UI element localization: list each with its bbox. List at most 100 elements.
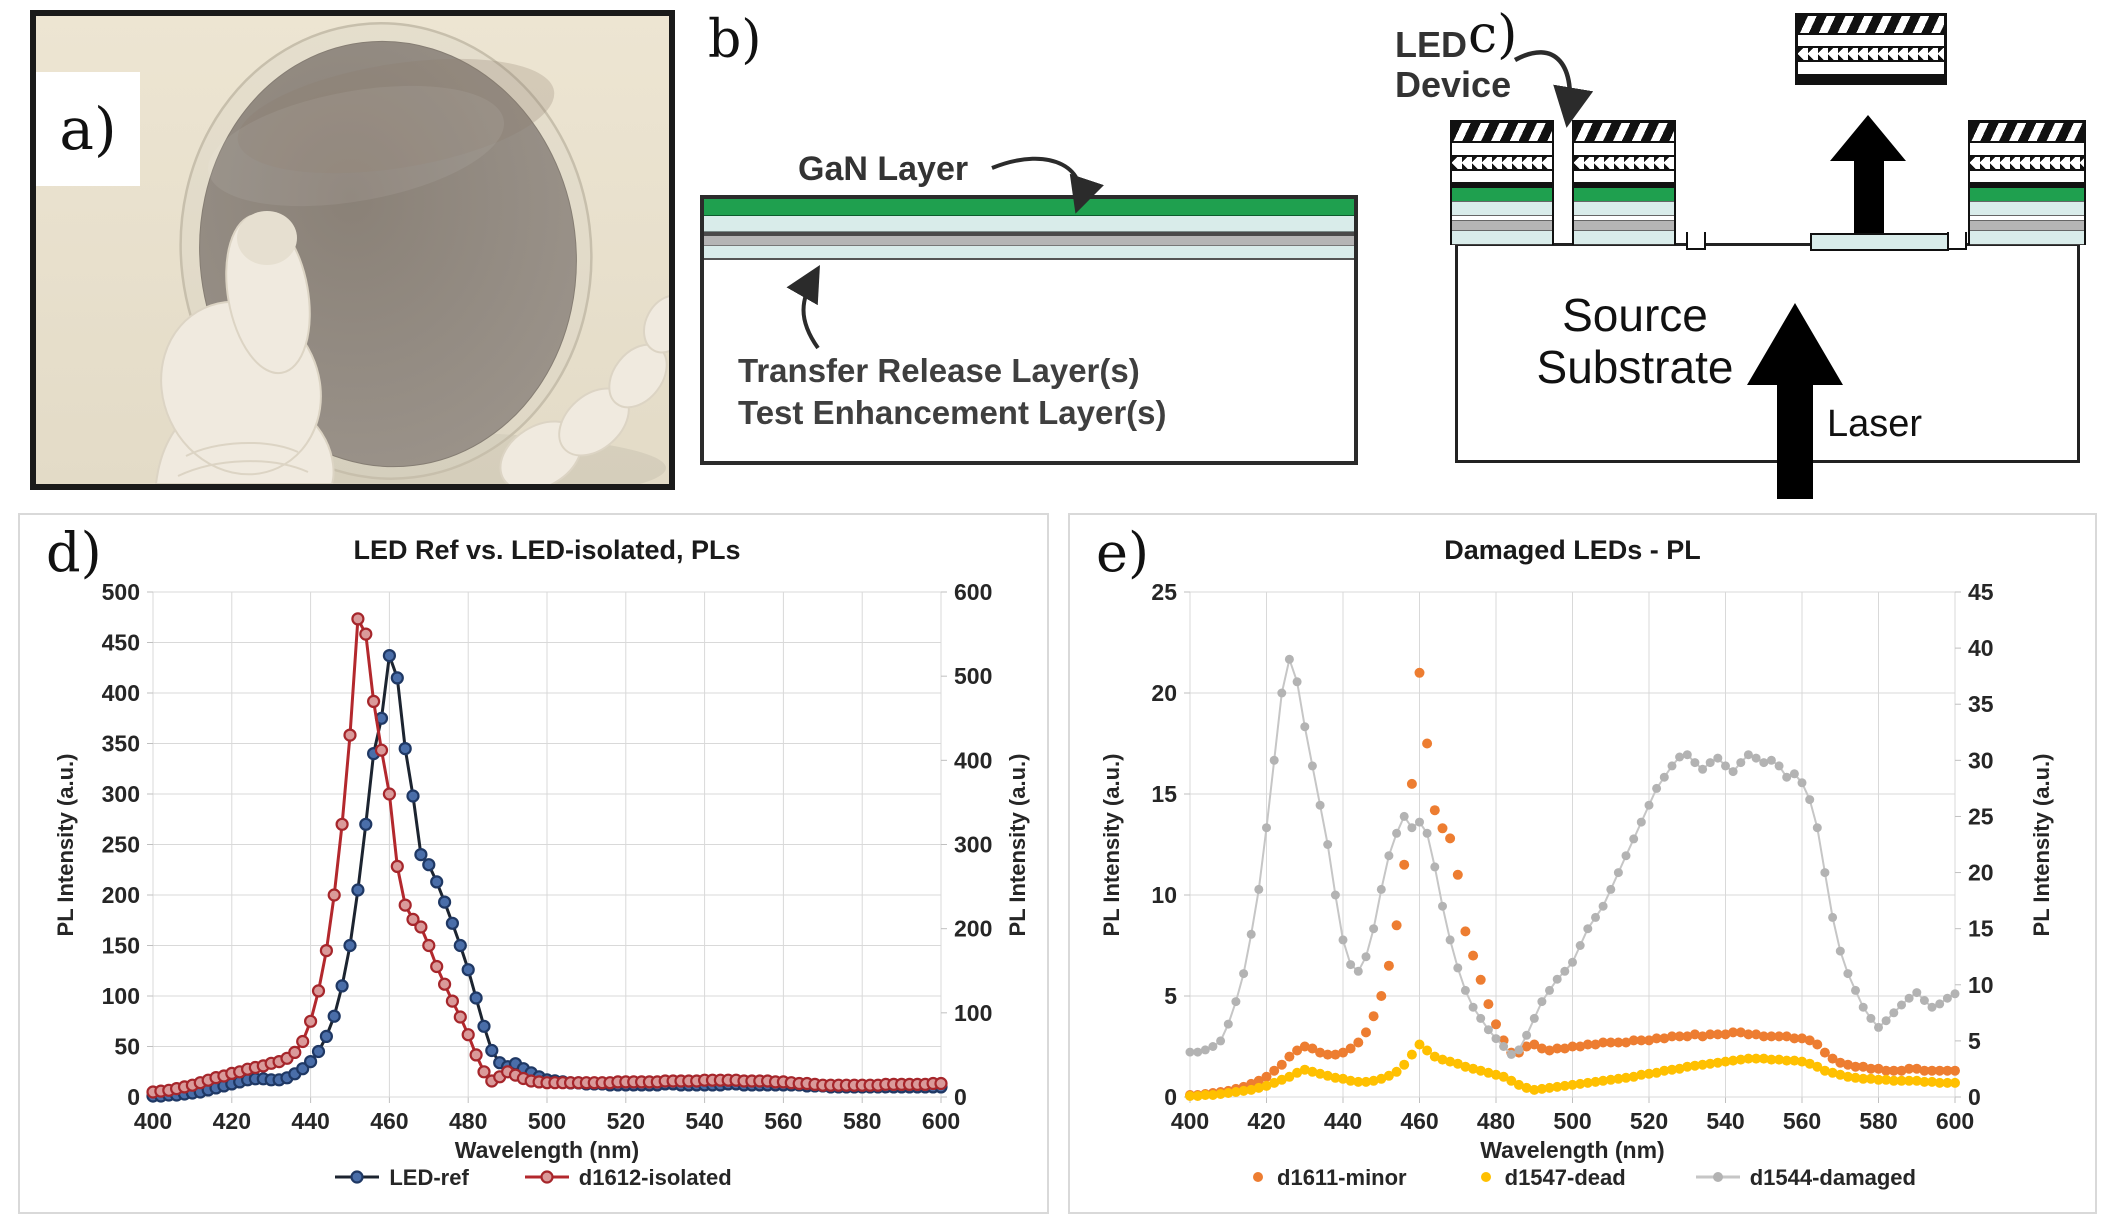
source-substrate-label: Source Substrate xyxy=(1536,289,1734,393)
svg-text:450: 450 xyxy=(102,630,140,656)
release-layer-1 xyxy=(704,216,1354,232)
release-layer-2 xyxy=(704,246,1354,260)
svg-text:25: 25 xyxy=(1968,803,1994,829)
wafer-top-tint xyxy=(237,58,555,174)
panel-c-arrows xyxy=(1513,50,1906,499)
panel-c-label: c) xyxy=(1468,5,1518,65)
led-ref-swatch-icon xyxy=(335,1165,380,1191)
legend-item: LED-ref xyxy=(335,1165,469,1191)
panel-a-label-patch: a) xyxy=(36,72,140,186)
legend-label: d1544-damaged xyxy=(1749,1165,1916,1190)
svg-text:20: 20 xyxy=(1968,860,1994,886)
stack-layer xyxy=(1970,215,2084,220)
svg-text:520: 520 xyxy=(1630,1108,1668,1134)
svg-text:600: 600 xyxy=(954,579,992,605)
panel-e-label: e) xyxy=(1096,521,1150,584)
svg-text:35: 35 xyxy=(1968,691,1994,717)
svg-text:400: 400 xyxy=(134,1108,172,1134)
glove-wrinkle-1 xyxy=(185,441,299,457)
stack-release-gray xyxy=(1574,220,1674,231)
legend-item: d1544-damaged xyxy=(1695,1165,1916,1191)
gan-layer-annotation: GaN Layer xyxy=(798,150,969,188)
legend-label: d1611-minor xyxy=(1277,1165,1407,1190)
d1547-dead-swatch-icon xyxy=(1477,1165,1495,1191)
chart-d-plot: 400 420 440 460 480 500 520 540 560 580 600 0 50 100 1… xyxy=(20,515,1047,1212)
stack-release xyxy=(1574,231,1674,245)
stack-layer xyxy=(1574,182,1674,188)
svg-text:500: 500 xyxy=(954,663,992,689)
svg-text:200: 200 xyxy=(102,882,140,908)
glove-finger-4 xyxy=(643,294,669,354)
gan-layer xyxy=(704,199,1354,216)
gloved-hand xyxy=(154,211,669,484)
svg-text:400: 400 xyxy=(954,747,992,773)
led-stack-1 xyxy=(1450,120,1554,245)
chart-d-ylabel-left: PL Intensity (a.u.) xyxy=(53,753,78,937)
svg-text:560: 560 xyxy=(1783,1108,1821,1134)
svg-text:540: 540 xyxy=(685,1108,723,1134)
svg-text:100: 100 xyxy=(102,983,140,1009)
legend-label: LED-ref xyxy=(389,1165,469,1190)
stack-layer xyxy=(1574,215,1674,220)
d1612-isolated-swatch-icon xyxy=(524,1165,569,1191)
svg-text:600: 600 xyxy=(922,1108,960,1134)
svg-text:500: 500 xyxy=(528,1108,566,1134)
stack-layer xyxy=(1452,171,1552,182)
stack-gan xyxy=(1452,188,1552,201)
etch-notch-2 xyxy=(1947,232,1967,250)
svg-text:0: 0 xyxy=(1164,1084,1177,1110)
released-led-device xyxy=(1795,13,1947,85)
legend-item: d1611-minor xyxy=(1249,1165,1407,1191)
stack-layer xyxy=(1970,171,2084,182)
legend-label: d1612-isolated xyxy=(578,1165,732,1190)
test-enhancement-annotation: Test Enhancement Layer(s) xyxy=(738,394,1167,431)
svg-text:440: 440 xyxy=(1324,1108,1362,1134)
svg-text:50: 50 xyxy=(114,1034,140,1060)
svg-text:5: 5 xyxy=(1968,1028,1981,1054)
svg-text:520: 520 xyxy=(607,1108,645,1134)
panel-d-chart: 400 420 440 460 480 500 520 540 560 580 600 0 50 100 1… xyxy=(18,513,1049,1214)
svg-text:5: 5 xyxy=(1164,983,1177,1009)
svg-text:460: 460 xyxy=(1400,1108,1438,1134)
svg-text:480: 480 xyxy=(1477,1108,1515,1134)
d1544-damaged-swatch-icon xyxy=(1695,1165,1740,1191)
svg-text:15: 15 xyxy=(1151,781,1177,807)
stack-layer xyxy=(1452,182,1552,188)
stack-contact xyxy=(1574,120,1674,143)
svg-text:420: 420 xyxy=(213,1108,251,1134)
chart-d-xlabel: Wavelength (nm) xyxy=(454,1137,640,1163)
series-d1612-isolated xyxy=(146,612,948,1099)
svg-text:300: 300 xyxy=(102,781,140,807)
chart-e-legend: d1611-minor d1547-dead d1544-damaged xyxy=(1070,1165,2095,1191)
legend-item: d1612-isolated xyxy=(524,1165,732,1191)
release-layer-gray xyxy=(704,236,1354,246)
svg-text:45: 45 xyxy=(1968,579,1994,605)
led-device-arrow xyxy=(1513,50,1594,128)
panel-a-label: a) xyxy=(59,95,117,163)
panel-b-diagram: b) GaN Layer Transfer Release Layer(s) T… xyxy=(700,10,1365,480)
stack-contact xyxy=(1970,120,2084,143)
transfer-arrow xyxy=(786,265,820,350)
swatch-icon xyxy=(524,1170,569,1184)
chart-d-ylabel-right: PL Intensity (a.u.) xyxy=(1005,753,1030,937)
chart-d-legend: LED-ref d1612-isolated xyxy=(20,1165,1047,1191)
svg-text:420: 420 xyxy=(1247,1108,1285,1134)
stack-layer xyxy=(1574,171,1674,182)
stack-gan xyxy=(1574,188,1674,201)
svg-text:600: 600 xyxy=(1936,1108,1974,1134)
chart-e-title: Damaged LEDs - PL xyxy=(1444,535,1701,565)
glove-wrinkle-2 xyxy=(177,460,309,477)
stack-layer xyxy=(1452,143,1552,155)
svg-text:0: 0 xyxy=(127,1084,140,1110)
glove-thumb-tip xyxy=(237,211,297,265)
svg-text:10: 10 xyxy=(1151,882,1177,908)
svg-text:200: 200 xyxy=(954,916,992,942)
stack-release xyxy=(1452,231,1552,245)
swatch-icon xyxy=(1695,1172,1740,1182)
led-device-annotation: LED Device xyxy=(1395,24,1512,106)
gridlines xyxy=(147,591,947,1103)
legend-label: d1547-dead xyxy=(1504,1165,1626,1190)
svg-text:10: 10 xyxy=(1968,972,1994,998)
device-layer xyxy=(1798,35,1944,46)
